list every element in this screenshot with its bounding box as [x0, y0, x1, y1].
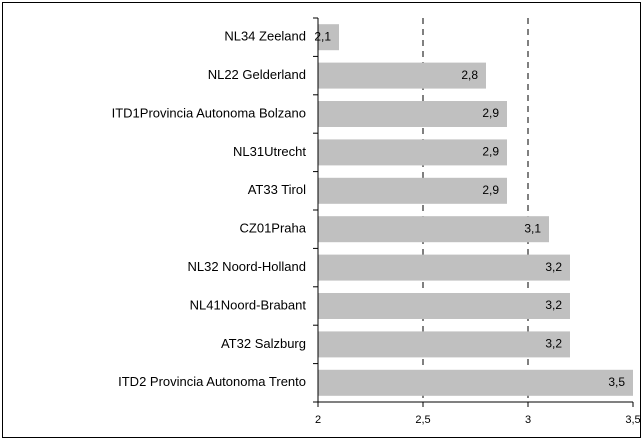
value-label: 3,1 [524, 221, 541, 235]
y-tick-label: AT33 Tirol [248, 182, 306, 197]
bar [318, 331, 570, 358]
value-label: 3,2 [545, 337, 562, 351]
y-tick-label: NL22 Gelderland [208, 67, 306, 82]
y-tick-label: CZ01Praha [240, 221, 307, 236]
value-label: 3,2 [545, 298, 562, 312]
value-label: 2,9 [482, 145, 499, 159]
bar [318, 254, 570, 281]
x-tick-label: 2 [315, 414, 321, 426]
x-tick-label: 2,5 [415, 414, 430, 426]
bar [318, 24, 339, 51]
value-label: 2,9 [482, 106, 499, 120]
bar [318, 139, 507, 166]
y-tick-label: NL32 Noord-Holland [187, 259, 306, 274]
value-label: 2,1 [314, 29, 331, 43]
value-label: 3,2 [545, 260, 562, 274]
bar [318, 369, 633, 396]
y-tick-label: ITD1Provincia Autonoma Bolzano [112, 105, 306, 120]
y-tick-label: AT32 Salzburg [221, 336, 306, 351]
bar [318, 62, 486, 89]
bar [318, 293, 570, 319]
y-tick-label: NL41Noord-Brabant [190, 297, 307, 312]
x-tick-label: 3,5 [625, 414, 640, 426]
y-tick-label: NL34 Zeeland [224, 29, 306, 44]
bar [318, 101, 507, 127]
y-tick-label: NL31Utrecht [233, 144, 306, 159]
bar [318, 177, 507, 204]
y-tick-label: ITD2 Provincia Autonoma Trento [118, 374, 306, 389]
value-label: 2,9 [482, 183, 499, 197]
x-tick-label: 3 [525, 414, 531, 426]
value-label: 3,5 [608, 375, 625, 389]
value-label: 2,8 [461, 68, 478, 82]
bar [318, 216, 549, 243]
